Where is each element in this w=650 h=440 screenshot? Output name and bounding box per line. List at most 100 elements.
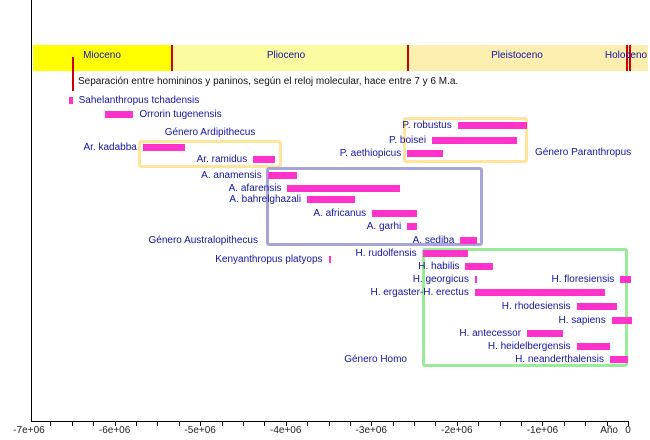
species-bar [253,156,276,163]
axis-tick [393,421,394,426]
species-label: P. aethiopicus [339,148,402,159]
species-bar [527,330,563,337]
axis-tick [521,421,522,426]
x-axis-line [31,421,629,422]
species-bar [460,237,478,244]
axis-tick [222,421,223,426]
species-label: H. georgicus [412,274,469,285]
species-label: H. rhodesiensis [501,301,571,312]
species-label: A. afarensis [228,183,282,194]
axis-tick [500,421,501,426]
species-label: Sahelanthropus tchadensis [78,95,200,106]
axis-tick [564,421,565,426]
axis-tick [200,421,201,426]
species-bar [142,144,185,151]
axis-tick-label: -7e+06 [13,425,45,436]
species-label: A. sediba [412,235,455,246]
species-bar [576,343,611,350]
axis-tick [350,421,351,426]
axis-tick [585,421,586,426]
species-bar [307,196,356,203]
axis-tick [157,421,158,426]
epoch-segment-mioceno [33,45,172,71]
epoch-boundary-line [170,45,173,71]
epoch-boundary-line [407,45,410,71]
separation-line [71,57,74,91]
species-bar [576,303,617,310]
species-bar [407,223,417,230]
epoch-boundary-line [629,45,632,71]
axis-tick [607,421,608,426]
axis-tick [542,421,543,426]
axis-tick [371,421,372,426]
axis-tick [72,421,73,426]
axis-tick-label: -2e+06 [441,425,473,436]
axis-tick [50,421,51,426]
epoch-boundary-line [625,45,628,71]
axis-tick-label: -6e+06 [98,425,131,436]
axis-tick [457,421,458,426]
epoch-label-pleistoceno: Pleistoceno [491,50,543,61]
species-bar [287,185,401,192]
species-label: H. heidelbergensis [487,341,571,352]
axis-tick [628,421,629,426]
species-bar [372,210,417,217]
species-bar [422,250,468,257]
species-bar [69,97,73,104]
species-label: H. sapiens [558,315,606,326]
species-label: Orrorin tugenensis [139,109,222,120]
species-label: H. neanderthalensis [515,354,605,365]
species-label: Ar. kadabba [83,142,137,153]
species-bar [611,317,633,324]
axis-tick [478,421,479,426]
species-bar [432,137,517,144]
species-label: Kenyanthropus platyops [215,254,323,265]
species-label: H. habilis [418,261,460,272]
species-bar [474,289,605,296]
species-bar [328,256,332,263]
species-bar [474,276,478,283]
genus-box-homo [421,248,628,367]
species-label: A. africanus [313,208,367,219]
species-bar [267,172,297,179]
species-bar [457,122,527,129]
axis-tick [115,421,116,426]
species-label: A. anamensis [201,170,262,181]
species-label: Ar. ramidus [196,154,248,165]
epoch-label-plioceno: Plioceno [266,50,306,61]
axis-tick [264,421,265,426]
epoch-label-holoceno: Holoceno [604,50,648,61]
axis-tick [136,421,137,426]
axis-tick-label: 0 [625,425,631,436]
axis-tick [307,421,308,426]
axis-tick [243,421,244,426]
axis-tick-label: -4e+06 [270,425,302,436]
species-label: H. antecessor [459,328,522,339]
x-axis-unit-label: Año [600,425,618,436]
species-bar [465,263,493,270]
species-label: H. floresiensis [551,274,615,285]
species-label: P. boisei [388,135,427,146]
species-label: H. ergaster-H. erectus [370,287,469,298]
species-label: A. bahrelghazali [229,194,302,205]
epoch-label-mioceno: Mioceno [83,50,121,61]
axis-tick [93,421,94,426]
genus-box-ardipithecus [137,140,283,168]
genus-box-australopithecus [266,167,484,246]
epoch-segment-plioceno [171,45,409,71]
genus-label: Género Ardipithecus [164,127,256,138]
axis-tick [435,421,436,426]
species-bar [620,276,632,283]
species-label: A. garhi [366,221,402,232]
genus-box-paranthropus [402,117,528,163]
axis-tick [286,421,287,426]
species-label: H. rudolfensis [355,248,417,259]
separation-note: Separación entre homininos y paninos, se… [78,76,459,87]
y-axis-line [31,0,32,421]
axis-tick [179,421,180,426]
axis-tick-label: -3e+06 [355,425,387,436]
axis-tick [414,421,415,426]
axis-tick-label: -5e+06 [184,425,216,436]
axis-tick [329,421,330,426]
